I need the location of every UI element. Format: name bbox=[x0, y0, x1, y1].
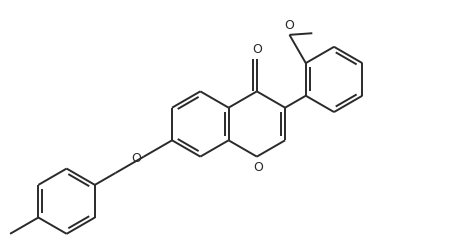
Text: O: O bbox=[253, 161, 263, 174]
Text: O: O bbox=[252, 43, 262, 56]
Text: O: O bbox=[284, 19, 294, 32]
Text: O: O bbox=[131, 152, 141, 165]
